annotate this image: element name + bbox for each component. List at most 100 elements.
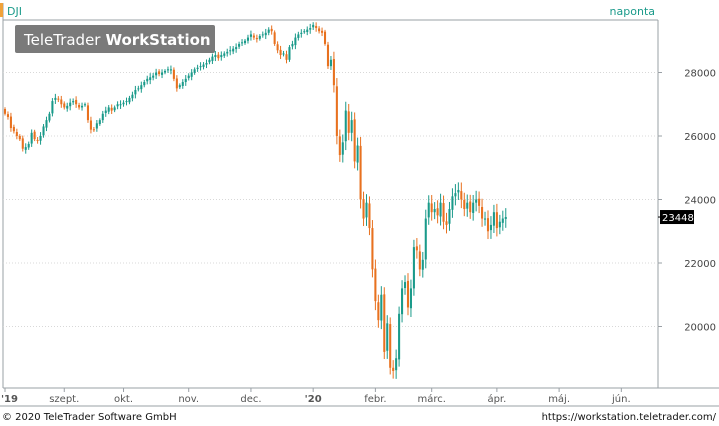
candle-15 — [48, 111, 51, 123]
candle-137 — [409, 279, 412, 317]
candle-45 — [137, 85, 140, 92]
candle-61 — [184, 74, 187, 86]
y-tick-label-28000: 28000 — [684, 69, 716, 80]
candle-153 — [457, 182, 460, 200]
candle-26 — [81, 102, 84, 111]
candle-154 — [460, 182, 463, 209]
candle-158 — [472, 194, 475, 221]
candle-body — [42, 126, 45, 136]
candle-12 — [39, 132, 42, 145]
candle-body — [241, 42, 244, 44]
candle-38 — [116, 101, 119, 110]
candle-109 — [326, 41, 330, 69]
candle-108 — [323, 29, 327, 46]
candle-8 — [27, 141, 30, 150]
candle-129 — [386, 315, 389, 359]
candle-body — [463, 199, 466, 210]
candle-141 — [421, 251, 424, 278]
candle-121 — [362, 191, 365, 227]
candle-34 — [104, 106, 107, 117]
candle-body — [338, 136, 341, 156]
candle-33 — [101, 110, 104, 123]
candle-body — [427, 202, 430, 218]
candle-102 — [306, 26, 309, 36]
candle-99 — [297, 31, 300, 41]
candle-123 — [368, 196, 371, 236]
candle-55 — [166, 66, 170, 73]
candle-70 — [211, 53, 214, 64]
candle-body — [193, 69, 196, 73]
candle-body — [92, 129, 95, 131]
candle-5 — [18, 134, 21, 141]
candle-body — [116, 104, 119, 107]
current-value-marker: 23448 — [658, 210, 694, 225]
candle-78 — [235, 43, 238, 53]
candle-128 — [383, 287, 386, 360]
candle-97 — [291, 40, 294, 50]
candle-142 — [424, 209, 427, 269]
candle-60 — [181, 79, 184, 89]
candle-63 — [190, 69, 193, 81]
candle-body — [110, 107, 113, 111]
candle-body — [229, 50, 232, 52]
candle-body — [392, 367, 395, 371]
candle-body — [380, 294, 383, 321]
candle-body — [341, 142, 344, 155]
candle-113 — [338, 129, 341, 162]
candle-body — [495, 212, 498, 229]
candle-144 — [430, 195, 433, 221]
candle-body — [54, 97, 57, 100]
candle-160 — [478, 191, 481, 214]
candle-body — [18, 136, 21, 140]
candle-53 — [161, 69, 164, 79]
candle-93 — [279, 45, 282, 60]
plot-frame — [0, 3, 719, 407]
footer-url[interactable]: https://workstation.teletrader.com/ — [542, 412, 717, 423]
candle-body — [282, 53, 285, 55]
candle-16 — [51, 98, 54, 117]
candle-54 — [163, 69, 167, 75]
candle-89 — [267, 27, 270, 36]
candle-4 — [15, 128, 18, 140]
candle-body — [374, 268, 377, 302]
candle-body — [481, 206, 484, 219]
candle-122 — [365, 194, 368, 226]
candle-body — [6, 114, 10, 117]
candle-169 — [504, 208, 507, 228]
candle-body — [483, 218, 487, 220]
candle-19 — [60, 95, 63, 108]
candle-body — [386, 323, 389, 351]
candle-64 — [193, 67, 196, 75]
symbol-label: DJI — [7, 5, 22, 18]
candle-body — [418, 251, 421, 270]
candle-24 — [75, 96, 78, 108]
candle-79 — [238, 41, 241, 49]
candle-body — [460, 191, 463, 200]
candle-body — [501, 218, 504, 223]
candle-body — [223, 53, 226, 56]
candle-88 — [264, 28, 267, 40]
candle-66 — [199, 62, 202, 71]
candle-body — [344, 110, 347, 142]
copyright-text: © 2020 TeleTrader Software GmbH — [2, 412, 177, 423]
x-tick-label-0: '19 — [1, 394, 18, 405]
candle-132 — [395, 349, 398, 379]
candle-41 — [125, 97, 128, 106]
candle-body — [238, 43, 241, 47]
candle-body — [371, 228, 374, 270]
candle-130 — [389, 317, 392, 375]
candle-118 — [353, 112, 356, 169]
candle-57 — [172, 67, 175, 82]
candle-133 — [398, 306, 401, 367]
candle-32 — [98, 118, 101, 126]
candle-98 — [294, 33, 297, 50]
candle-body — [395, 358, 398, 371]
candle-body — [89, 120, 92, 130]
candle-58 — [175, 75, 178, 92]
candle-27 — [83, 102, 87, 107]
candle-body — [279, 49, 282, 56]
candle-body — [415, 246, 418, 251]
candle-71 — [214, 50, 217, 62]
candle-152 — [454, 184, 457, 206]
candle-21 — [66, 102, 69, 112]
